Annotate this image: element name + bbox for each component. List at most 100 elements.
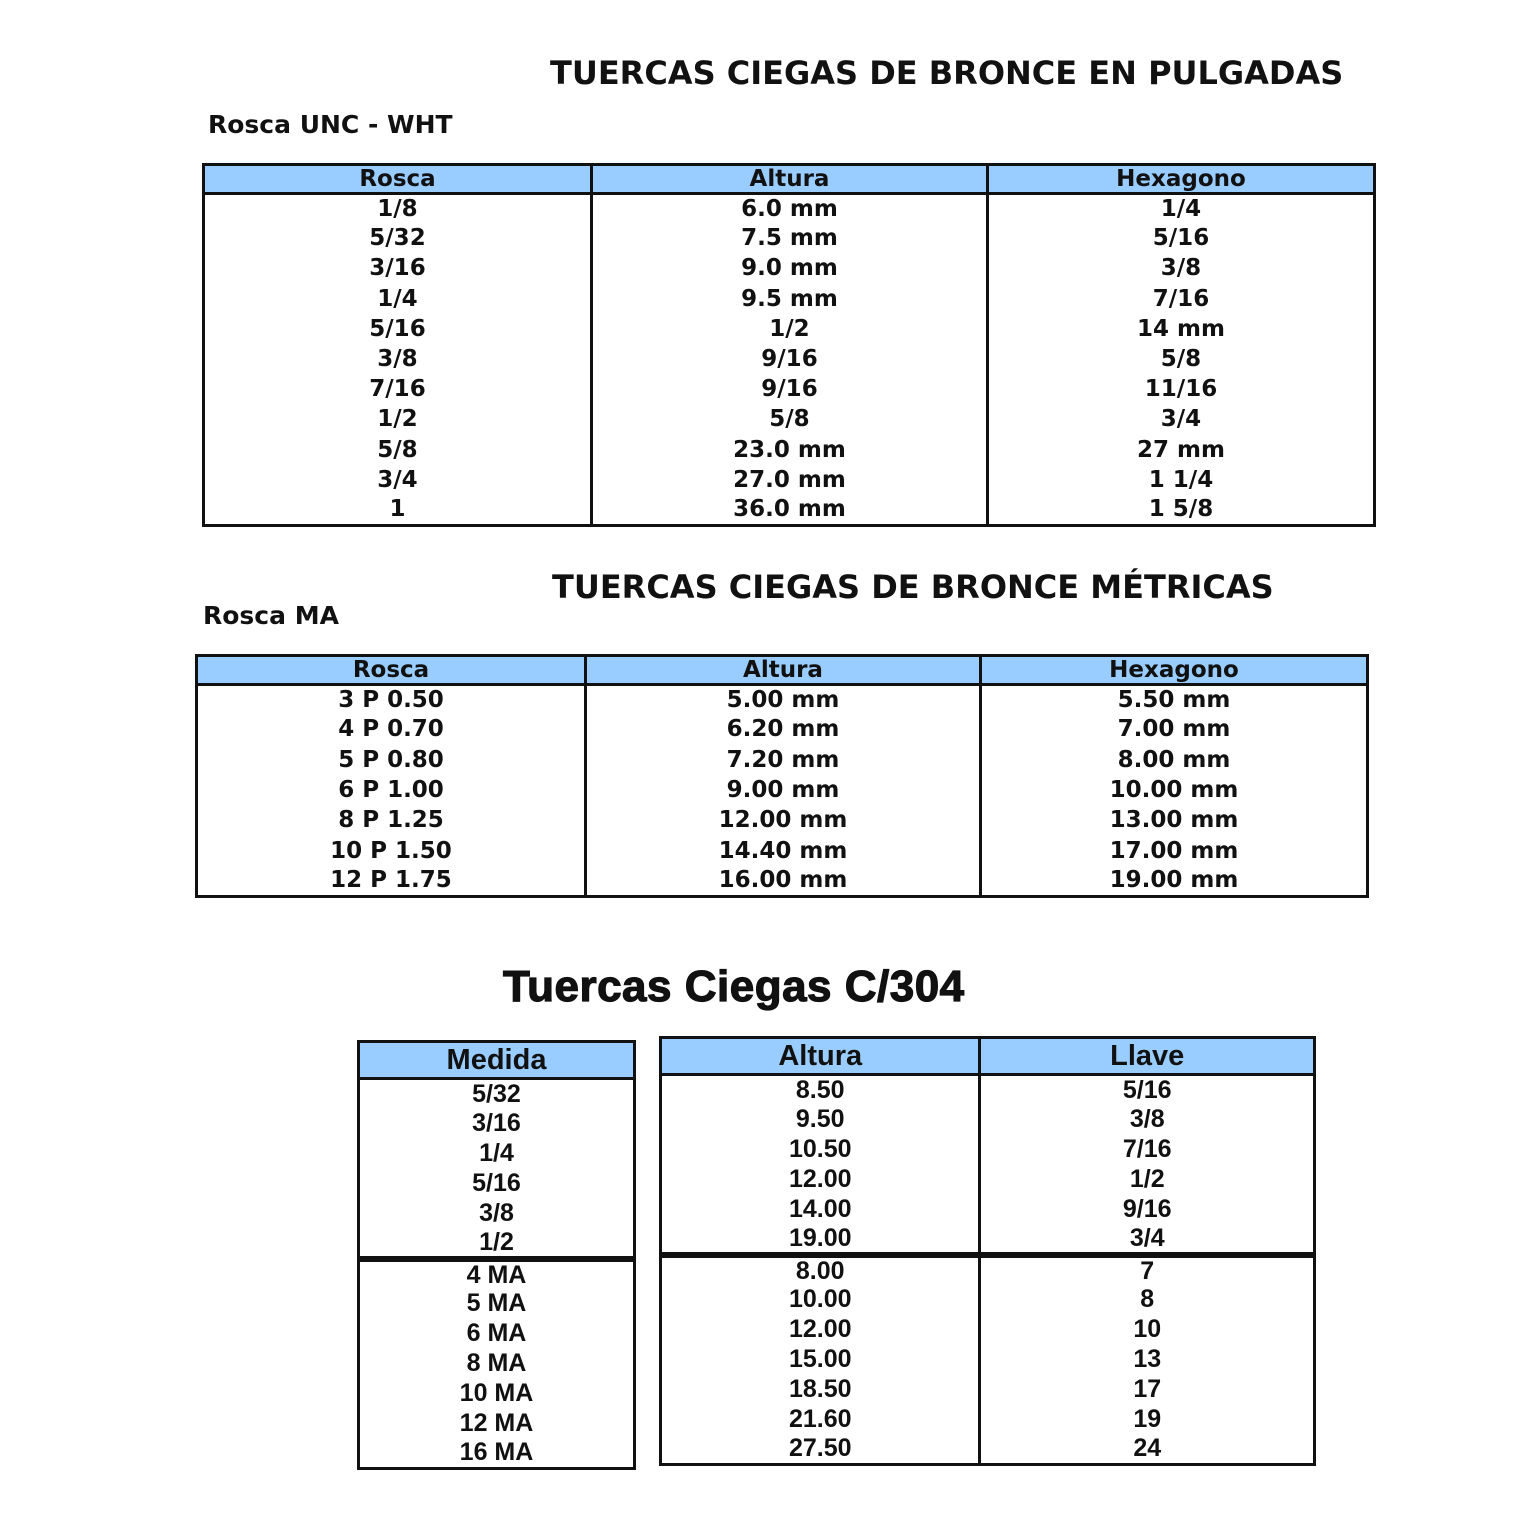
table-cell: 7 (978, 1251, 1315, 1285)
table-row: 1/4 (359, 1139, 635, 1169)
table-cell: 17 (978, 1374, 1315, 1405)
table-cell: 1/2 (590, 314, 988, 345)
table-cell: 7.20 mm (584, 745, 981, 776)
header-row: Rosca Altura Hexagono (203, 164, 1375, 195)
table-cell: 7.00 mm (979, 714, 1368, 746)
table-cell: 3/8 (479, 1199, 514, 1227)
table-cell: 9.5 mm (590, 284, 988, 315)
table-cell: 12.00 (788, 1165, 852, 1193)
c304-medida-table: Medida 5/32 3/16 1/4 5/16 3/8 1/2 4 MA 5 MA 6 MA 8… (357, 1040, 636, 1470)
table-cell: 10.00 mm (979, 775, 1368, 806)
table-cell: 8 P 1.25 (338, 807, 444, 834)
table-row: 14.00 9/16 (661, 1194, 1315, 1225)
table-row: 12.00 1/2 (661, 1164, 1315, 1195)
table-cell: 27.50 (788, 1434, 852, 1463)
metric-nuts-table: Rosca Altura Hexagono 3 P 0.50 5.00 mm 5.50 m… (195, 654, 1369, 899)
table-row: 1 36.0 mm 1 5/8 (204, 495, 1375, 526)
table-row: 12 MA (359, 1409, 635, 1439)
column-header: Llave (978, 1037, 1315, 1076)
table-row: 19.00 3/4 (661, 1224, 1315, 1255)
header-row: Altura Llave (660, 1037, 1315, 1076)
table-cell: 7/16 (986, 284, 1375, 315)
table-cell: 9/16 (590, 344, 988, 375)
table-row: 1/4 9.5 mm 7/16 (204, 284, 1375, 315)
table-cell: 6 P 1.00 (338, 777, 444, 804)
inch-section-title: TUERCAS CIEGAS DE BRONCE EN PULGADAS (550, 54, 1344, 92)
table-cell: 5.50 mm (979, 684, 1368, 715)
table-row: 3/8 9/16 5/8 (204, 344, 1375, 375)
table-row: 1/2 5/8 3/4 (204, 404, 1375, 435)
table-cell: 4 MA (358, 1255, 635, 1289)
table-row: 5/32 7.5 mm 5/16 (204, 223, 1375, 254)
table-cell: 8 (978, 1284, 1315, 1315)
table-cell: 5.00 mm (584, 684, 981, 715)
table-cell: 1/4 (479, 1139, 514, 1167)
table-cell: 13.00 mm (979, 805, 1368, 836)
table-cell: 6 MA (466, 1319, 527, 1347)
table-row: 6 MA (359, 1319, 635, 1349)
table-row: 10.00 8 (661, 1284, 1315, 1315)
table-cell: 8.50 (795, 1075, 845, 1104)
table-row: 12 P 1.75 16.00 mm 19.00 mm (197, 866, 1368, 897)
column-header: Altura (590, 164, 988, 195)
table-cell: 1/2 (479, 1228, 514, 1256)
table-cell: 1/4 (986, 193, 1375, 224)
column-header: Hexagono (979, 655, 1368, 686)
table-row: 6 P 1.00 9.00 mm 10.00 mm (197, 775, 1368, 806)
metric-section-title: TUERCAS CIEGAS DE BRONCE MÉTRICAS (552, 568, 1274, 606)
table-cell: 8.00 mm (979, 745, 1368, 776)
table-row: 10 P 1.50 14.40 mm 17.00 mm (197, 835, 1368, 867)
table-cell: 7.5 mm (590, 223, 988, 254)
table-cell: 13 (978, 1344, 1315, 1375)
table-cell: 12 MA (459, 1409, 534, 1437)
table-cell: 11/16 (986, 374, 1375, 405)
table-row: 5 P 0.80 7.20 mm 8.00 mm (197, 745, 1368, 776)
table-cell: 12.00 (788, 1315, 852, 1343)
table-cell: 3/16 (369, 255, 426, 282)
table-cell: 1 5/8 (986, 495, 1375, 526)
table-cell: 19.00 mm (979, 866, 1368, 897)
table-cell: 15.00 (788, 1345, 852, 1373)
column-header: Altura (660, 1037, 980, 1076)
table-cell: 7/16 (978, 1134, 1315, 1165)
table-cell: 3/4 (377, 466, 418, 493)
table-row: 5/32 (359, 1079, 635, 1109)
table-cell: 14 mm (986, 314, 1375, 345)
table-row: 8 P 1.25 12.00 mm 13.00 mm (197, 805, 1368, 836)
table-cell: 10.00 (788, 1285, 852, 1313)
table-row: 5 MA (359, 1289, 635, 1319)
table-cell: 3/16 (472, 1109, 521, 1137)
column-header: Medida (358, 1041, 635, 1080)
c304-dimensions-table: Altura Llave 8.50 5/16 9.50 3/8 10.50 7/16 12.00… (659, 1036, 1316, 1466)
table-row: 1/8 6.0 mm 1/4 (204, 193, 1375, 224)
table-row: 12.00 10 (661, 1314, 1315, 1345)
table-cell: 1/2 (377, 406, 418, 433)
table-row: 8.00 7 (660, 1251, 1315, 1285)
table-row: 5/16 1/2 14 mm (204, 314, 1375, 345)
table-cell: 5 P 0.80 (338, 746, 444, 773)
table-cell: 19 (978, 1404, 1315, 1435)
table-cell: 3/8 (986, 253, 1375, 285)
table-cell: 5/16 (986, 223, 1375, 254)
table-row: 3/16 (359, 1109, 635, 1139)
table-row: 4 MA (358, 1255, 635, 1289)
table-cell: 9/16 (590, 374, 988, 405)
inch-nuts-table: Rosca Altura Hexagono 1/8 6.0 mm 1/4 5/32 7.5 m… (202, 163, 1376, 528)
table-cell: 14.40 mm (584, 835, 981, 867)
table-cell: 3 P 0.50 (338, 686, 444, 713)
table-cell: 1/2 (978, 1164, 1315, 1195)
table-row: 8 MA (359, 1349, 635, 1379)
table-cell: 3/4 (978, 1224, 1315, 1255)
table-cell: 9.00 mm (584, 775, 981, 806)
table-cell: 27.0 mm (590, 465, 988, 496)
table-row: 1/2 (359, 1229, 635, 1259)
table-cell: 9.50 (795, 1105, 845, 1133)
column-header: Altura (584, 655, 981, 686)
table-cell: 5/16 (472, 1169, 521, 1197)
table-cell: 5/16 (369, 315, 426, 342)
table-row: 3/16 9.0 mm 3/8 (204, 253, 1375, 285)
table-cell: 5/8 (590, 404, 988, 435)
table-cell: 9/16 (978, 1194, 1315, 1225)
table-cell: 6.20 mm (584, 714, 981, 746)
inch-section-subtitle: Rosca UNC - WHT (208, 110, 453, 139)
